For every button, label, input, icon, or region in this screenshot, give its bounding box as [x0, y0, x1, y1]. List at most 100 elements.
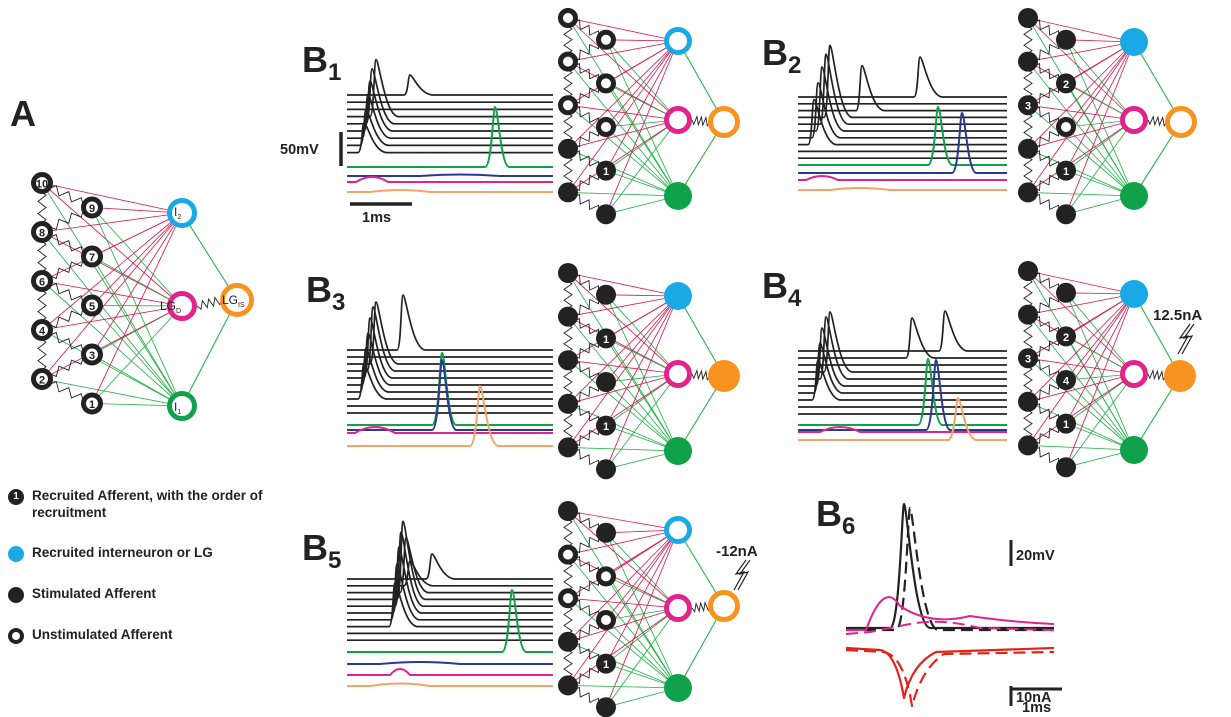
- b6-time-scale-label: 1ms: [1022, 700, 1051, 716]
- a-interneuron-i1: [167, 391, 197, 421]
- b5-edge-to-i2: [567, 529, 679, 643]
- b1-afferent-trace: [347, 121, 553, 154]
- b4-edge-to-i2: [1065, 293, 1135, 424]
- b2-afferent: [1018, 182, 1038, 203]
- b1-i1-trace: [347, 106, 553, 168]
- b5-afferent-trace: [347, 536, 553, 594]
- b1-edge-to-i2: [567, 40, 679, 63]
- b4-lg-dendrite: [1120, 360, 1148, 388]
- b1-edge-to-lgd: [567, 119, 679, 150]
- b3-lgis-trace: [347, 385, 553, 447]
- b2-edge-to-i1: [1065, 39, 1135, 197]
- a-edge-to-i1: [91, 305, 183, 407]
- b6-current-scale-label: 10nA: [1016, 690, 1052, 706]
- node-label-i1: I1: [174, 400, 181, 416]
- b4-lg-spike-zone: [1164, 360, 1196, 392]
- b4-afferent-trace: [798, 317, 1007, 359]
- b1-afferent-trace: [347, 58, 553, 118]
- b2-interneuron-i2: [1120, 28, 1148, 56]
- panel-label-b5: B5: [302, 527, 341, 574]
- b3-lg-coupling: [691, 368, 711, 381]
- b4-afferent: [1056, 326, 1076, 347]
- b2-afferent-trace: [798, 81, 1007, 139]
- a-afferent-number: 10: [36, 179, 48, 191]
- a-edge-to-lgd: [91, 305, 183, 307]
- b4-afferent: [1018, 304, 1038, 325]
- b1-edge-to-lgd: [567, 17, 679, 121]
- b3-afferent: [596, 459, 616, 480]
- b4-afferent: [1018, 348, 1038, 369]
- b3-lg-spike-zone: [708, 360, 740, 392]
- b4-edge-to-lgd: [1065, 373, 1135, 468]
- node-label-lgd: LGD: [160, 299, 181, 315]
- b3-edge-to-lgd: [605, 373, 679, 426]
- b1-edge-to-i2: [567, 40, 679, 150]
- b6-scalebars: 20mV 10nA 1ms: [1009, 540, 1062, 716]
- b1-edge-to-lgd: [567, 104, 679, 121]
- b1-scalebar: 50mV 1ms: [280, 132, 412, 226]
- b5-afferent: [558, 544, 578, 565]
- a-afferent: [31, 172, 53, 194]
- b5-lg-dendrite: [664, 594, 692, 622]
- b2-afferent: [1056, 29, 1076, 50]
- b2-lg-coupling: [1147, 114, 1168, 127]
- b2-i1-trace: [798, 106, 1007, 166]
- b4-lg-coupling: [1147, 368, 1167, 381]
- b5-lg-spike-zone: [708, 590, 740, 622]
- a-edge-to-i1: [41, 378, 183, 407]
- a-edge-to-lgd: [91, 207, 183, 307]
- recruited-interneuron-icon: [8, 546, 24, 562]
- b5-edge-to-lgd: [567, 607, 679, 643]
- b4-i1-trace: [798, 358, 1007, 426]
- b3-afferent: [596, 284, 616, 305]
- b3-edge-to-i1: [605, 294, 679, 452]
- b5-edge-to-i2: [567, 510, 679, 531]
- a-afferent-number: 3: [89, 350, 95, 362]
- b5-lgis-trace: [347, 682, 553, 687]
- b2-afferent-number: 2: [1063, 79, 1069, 91]
- b3-afferent-trace: [347, 294, 553, 351]
- b4-injection-annotation: 12.5nA: [1153, 307, 1202, 355]
- b1-afferent-trace: [347, 67, 553, 125]
- b4-edge-to-i1: [1065, 336, 1135, 451]
- b1-afferent: [558, 182, 578, 203]
- a-edge-to-lgd: [41, 280, 183, 307]
- b5-edge-to-i1: [567, 554, 679, 689]
- a-afferent: [31, 270, 53, 292]
- a-edge-to-lgd: [91, 305, 183, 404]
- a-afferent-number: 1: [89, 399, 95, 411]
- a-afferent: [81, 294, 103, 317]
- b5-lg-coupling: [691, 600, 711, 613]
- b2-edge-to-i2: [1027, 41, 1135, 193]
- b2-afferent: [1018, 138, 1038, 159]
- b5-edge-to-i2: [567, 529, 679, 556]
- b5-afferent-number: 1: [603, 659, 609, 671]
- b5-afferent: [596, 522, 616, 543]
- panel-label-b3: B3: [306, 269, 345, 316]
- b4-afferent: [1056, 457, 1076, 478]
- b5-afferent: [596, 566, 616, 587]
- b2-edge-to-i1: [1027, 61, 1135, 197]
- b5-edge-to-lgd: [605, 607, 679, 708]
- a-edge-to-lgd: [41, 182, 183, 307]
- b2-afferent: [1056, 117, 1076, 137]
- b5-edge-to-i1: [605, 576, 679, 689]
- b5-lgd-trace: [347, 668, 553, 676]
- b1-edge-to-i2: [567, 40, 679, 106]
- a-afferent-number: 4: [39, 326, 46, 338]
- a-edge-to-i2: [41, 212, 183, 282]
- a-edge-to-i1: [41, 329, 183, 407]
- b2-edge-to-lgd: [1027, 17, 1135, 121]
- b4-afferent-number: 3: [1025, 354, 1031, 366]
- b3-afferent: [558, 393, 578, 414]
- b2-edge-to-i1: [1027, 191, 1135, 197]
- b4-edge-to-i1: [1027, 314, 1135, 451]
- b5-edge-to-lgd: [605, 607, 679, 664]
- a-afferent: [31, 319, 53, 341]
- b3-edge-to-i2: [605, 295, 679, 470]
- b4-afferent-trace: [798, 311, 1007, 373]
- b3-afferent: [558, 306, 578, 327]
- b5-injection-annotation: -12nA: [716, 543, 758, 591]
- b4-edge-to-lgd: [1027, 270, 1135, 375]
- b4-afferent-trace: [798, 310, 1007, 352]
